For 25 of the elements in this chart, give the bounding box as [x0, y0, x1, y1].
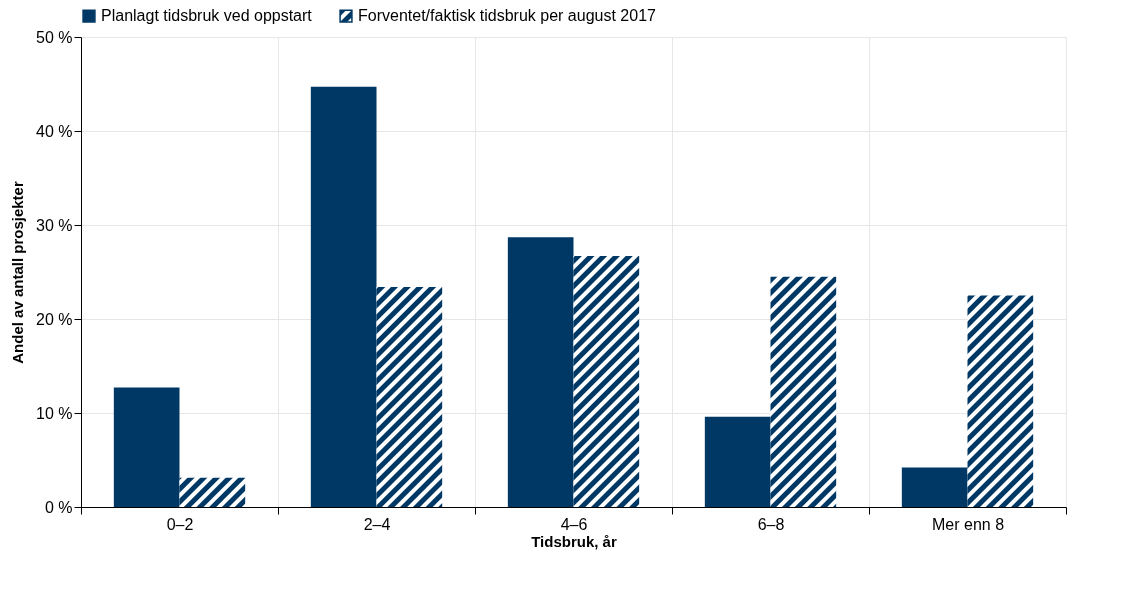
x-axis-title: Tidsbruk, år: [531, 532, 617, 550]
x-tick-label: 4–6: [560, 515, 588, 533]
x-tick-label: Mer enn 8: [931, 515, 1005, 533]
bar: [376, 287, 443, 507]
y-tick-label: 30 %: [36, 216, 73, 234]
y-tick-label: 20 %: [36, 310, 73, 328]
legend-label: Forventet/faktisk tidsbruk per august 2017: [358, 7, 657, 25]
x-tick-label: 0–2: [166, 515, 194, 533]
bar: [573, 256, 640, 507]
y-tick-label: 50 %: [36, 28, 73, 46]
bar: [179, 477, 246, 507]
y-tick-label: 0 %: [44, 498, 73, 516]
x-tick-label: 2–4: [363, 515, 391, 533]
bar: [507, 237, 574, 507]
legend-label: Planlagt tidsbruk ved oppstart: [101, 7, 313, 25]
bar: [770, 276, 837, 507]
y-axis-title: Andel av antall prosjekter: [9, 181, 27, 364]
bar: [967, 295, 1034, 507]
bar: [310, 86, 377, 507]
y-tick-label: 10 %: [36, 404, 73, 422]
bar: [704, 416, 771, 507]
x-tick-label: 6–8: [757, 515, 785, 533]
bar: [901, 467, 968, 507]
y-tick-label: 40 %: [36, 122, 73, 140]
bar: [113, 387, 180, 507]
